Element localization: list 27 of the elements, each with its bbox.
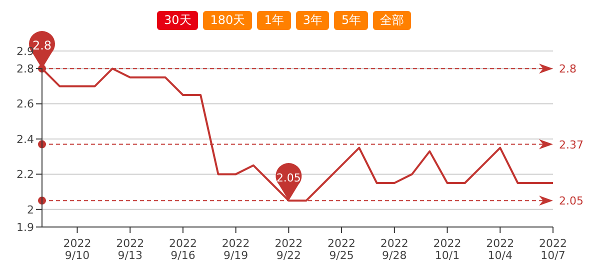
x-tick-label: 2022 10/7 bbox=[539, 237, 567, 261]
text: 全部 bbox=[373, 11, 412, 30]
y-tick-label: 2.8 bbox=[16, 62, 34, 76]
y-tick-label: 2.6 bbox=[16, 98, 34, 111]
x-tick-label: 2022 9/28 bbox=[380, 237, 408, 261]
annotation: 2.8 bbox=[32, 38, 52, 53]
y-tick-label: 1.9 bbox=[16, 220, 34, 234]
ref-line-label: 2.8 bbox=[559, 62, 576, 76]
x-tick-label: 2022 9/19 bbox=[222, 237, 250, 261]
annotation: 2.05 bbox=[276, 172, 301, 185]
ref-line-label: 2.37 bbox=[559, 138, 584, 152]
x-tick-label: 2022 10/4 bbox=[486, 237, 514, 261]
ref-line-label: 2.05 bbox=[559, 194, 584, 208]
y-tick-label: 2.2 bbox=[16, 168, 34, 182]
text: 30天 bbox=[157, 11, 198, 30]
text: 180天 bbox=[203, 11, 252, 30]
x-tick-label: 2022 9/25 bbox=[328, 237, 356, 261]
x-tick-label: 2022 9/13 bbox=[116, 237, 144, 261]
x-tick-label: 2022 9/10 bbox=[63, 237, 92, 261]
text: 3年 bbox=[296, 11, 330, 30]
x-tick-label: 2022 9/16 bbox=[168, 237, 197, 261]
y-tick-label: 2.4 bbox=[16, 132, 34, 146]
text: 1年 bbox=[257, 11, 291, 30]
x-tick-label: 2022 10/1 bbox=[433, 237, 462, 261]
text: 5年 bbox=[334, 11, 368, 30]
x-tick-label: 2022 9/22 bbox=[274, 237, 303, 261]
y-tick-label: 2 bbox=[27, 203, 34, 216]
